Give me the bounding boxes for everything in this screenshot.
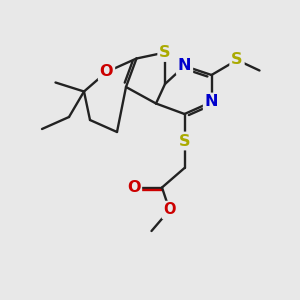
Text: O: O <box>163 202 176 217</box>
Text: N: N <box>178 58 191 74</box>
Text: S: S <box>159 45 171 60</box>
Text: S: S <box>179 134 190 148</box>
Text: O: O <box>127 180 140 195</box>
Text: O: O <box>100 64 113 80</box>
Text: S: S <box>231 52 243 68</box>
Text: N: N <box>205 94 218 110</box>
